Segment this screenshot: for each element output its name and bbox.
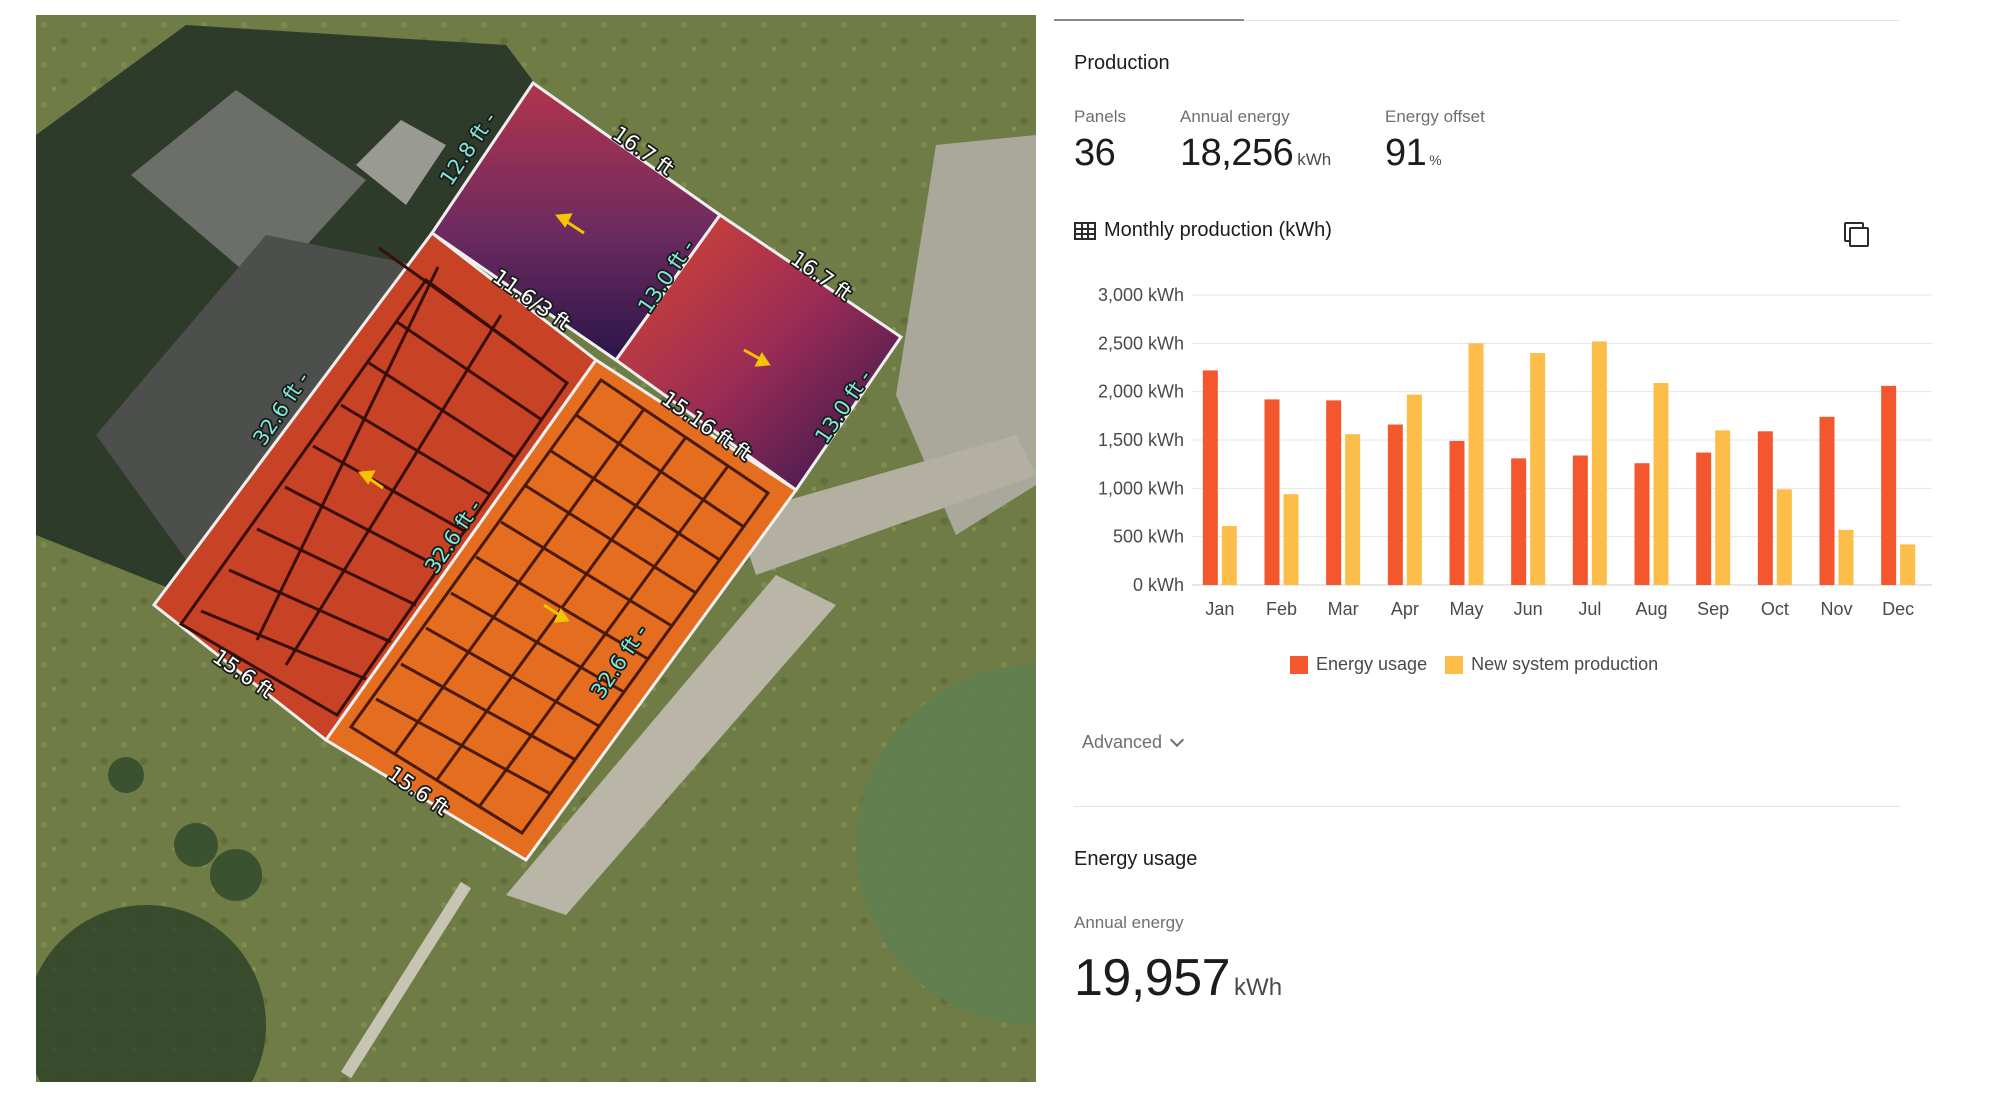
x-tick-label: Sep bbox=[1697, 599, 1729, 619]
production-title: Production bbox=[1074, 52, 1170, 74]
house-roof-light bbox=[356, 120, 446, 205]
energy-usage-title: Energy usage bbox=[1074, 848, 1198, 870]
usage-annual-value: 19,957 kWh bbox=[1074, 948, 1282, 1008]
y-tick-label: 1,500 kWh bbox=[1098, 430, 1184, 450]
annual-energy-value: 18,256 kWh bbox=[1180, 132, 1331, 175]
y-tick-label: 3,000 kWh bbox=[1098, 285, 1184, 305]
x-tick-label: Apr bbox=[1391, 599, 1419, 619]
azimuth-arrow-segment-1 bbox=[555, 213, 585, 235]
energy-offset-unit: % bbox=[1429, 152, 1442, 168]
bar[interactable] bbox=[1345, 434, 1361, 585]
bar[interactable] bbox=[1653, 382, 1669, 585]
annual-energy-unit: kWh bbox=[1297, 150, 1332, 169]
x-tick-label: Oct bbox=[1761, 599, 1789, 619]
patio bbox=[506, 575, 836, 915]
bar[interactable] bbox=[1838, 529, 1854, 585]
bar[interactable] bbox=[1900, 544, 1916, 585]
energy-offset-value: 91% bbox=[1385, 132, 1442, 175]
azimuth-arrow-segment-2 bbox=[743, 348, 771, 367]
bar[interactable] bbox=[1591, 341, 1607, 585]
bar[interactable] bbox=[1326, 400, 1342, 585]
shrub bbox=[108, 757, 144, 793]
x-tick-label: Nov bbox=[1820, 599, 1852, 619]
azimuth-arrow-segment-4 bbox=[543, 603, 570, 623]
y-tick-label: 2,500 kWh bbox=[1098, 333, 1184, 353]
annual-energy-label: Annual energy bbox=[1180, 107, 1290, 126]
bar[interactable] bbox=[1715, 430, 1731, 585]
chart-header: Monthly production (kWh) bbox=[1074, 219, 1332, 242]
chevron-down-icon bbox=[1169, 732, 1185, 748]
panel-rows-segment-3 bbox=[200, 320, 543, 681]
tree-canopy bbox=[856, 665, 1036, 1025]
active-tab-indicator bbox=[1054, 19, 1244, 21]
table-view-icon[interactable] bbox=[1074, 221, 1096, 240]
house-roof-grey bbox=[131, 90, 366, 290]
panels-label: Panels bbox=[1074, 107, 1126, 126]
monthly-production-chart: 0 kWh 500 kWh 1,000 kWh 1,500 kWh 2,000 kWh 2… bbox=[1098, 285, 1932, 619]
advanced-toggle[interactable]: Advanced bbox=[1082, 732, 1185, 753]
annual-energy-number: 18,256 bbox=[1180, 132, 1294, 174]
bar[interactable] bbox=[1776, 489, 1792, 585]
y-tick-label: 500 kWh bbox=[1113, 527, 1184, 547]
chart-legend: Energy usage New system production bbox=[1290, 654, 1658, 675]
shrub bbox=[174, 823, 218, 867]
azimuth-arrow-segment-3 bbox=[358, 470, 384, 490]
legend-energy-usage[interactable]: Energy usage bbox=[1290, 654, 1427, 675]
section-divider bbox=[1074, 806, 1900, 807]
bar[interactable] bbox=[1202, 370, 1218, 585]
y-tick-label: 2,000 kWh bbox=[1098, 382, 1184, 402]
energy-offset-number: 91 bbox=[1385, 132, 1427, 174]
y-tick-label: 1,000 kWh bbox=[1098, 478, 1184, 498]
path-line bbox=[340, 881, 472, 1079]
bar[interactable] bbox=[1264, 399, 1280, 585]
x-tick-label: Dec bbox=[1882, 599, 1914, 619]
usage-annual-unit: kWh bbox=[1234, 974, 1283, 1001]
usage-annual-number: 19,957 bbox=[1074, 949, 1231, 1007]
panel-rows-segment-4 bbox=[375, 413, 745, 795]
bar[interactable] bbox=[1572, 455, 1588, 585]
bar[interactable] bbox=[1881, 385, 1897, 585]
energy-offset-label: Energy offset bbox=[1385, 107, 1485, 126]
walkway bbox=[736, 435, 1036, 575]
chart-title: Monthly production (kWh) bbox=[1104, 219, 1332, 241]
bar[interactable] bbox=[1387, 424, 1403, 585]
bar[interactable] bbox=[1530, 353, 1546, 585]
x-tick-label: Jan bbox=[1205, 599, 1234, 619]
bar[interactable] bbox=[1819, 416, 1835, 585]
roof-map-svg[interactable]: 16.7 ft 12.8 ft - 13.0 ft - 11.6/3 ft 16… bbox=[36, 15, 1036, 1082]
bar[interactable] bbox=[1449, 440, 1465, 585]
bar[interactable] bbox=[1468, 343, 1484, 585]
legend-swatch bbox=[1290, 655, 1308, 674]
x-tick-label: Jun bbox=[1514, 599, 1543, 619]
panels-count: 36 bbox=[1074, 132, 1116, 174]
driveway bbox=[896, 135, 1036, 535]
shrub bbox=[210, 849, 262, 901]
usage-annual-label: Annual energy bbox=[1074, 913, 1184, 932]
legend-new-system-production[interactable]: New system production bbox=[1445, 654, 1658, 675]
bar[interactable] bbox=[1757, 431, 1773, 585]
x-tick-label: Mar bbox=[1328, 599, 1359, 619]
advanced-label: Advanced bbox=[1082, 732, 1163, 752]
x-tick-label: May bbox=[1449, 599, 1483, 619]
tab-divider bbox=[1054, 20, 1900, 21]
tree-shadow bbox=[36, 905, 266, 1082]
bar[interactable] bbox=[1221, 526, 1237, 585]
legend-label: New system production bbox=[1471, 654, 1659, 674]
panels-value: 36 bbox=[1074, 132, 1116, 175]
aerial-roof-map[interactable]: 16.7 ft 12.8 ft - 13.0 ft - 11.6/3 ft 16… bbox=[36, 15, 1036, 1082]
x-tick-label: Jul bbox=[1578, 599, 1601, 619]
bar[interactable] bbox=[1511, 458, 1527, 585]
x-tick-label: Aug bbox=[1635, 599, 1667, 619]
house-roof-dark bbox=[96, 235, 416, 615]
production-panel: Production Panels 36 Annual energy 18,25… bbox=[1050, 0, 2000, 1111]
legend-label: Energy usage bbox=[1316, 654, 1428, 674]
bar[interactable] bbox=[1283, 494, 1299, 585]
bar[interactable] bbox=[1634, 463, 1650, 585]
y-tick-label: 0 kWh bbox=[1133, 575, 1184, 595]
bar[interactable] bbox=[1696, 452, 1712, 585]
x-tick-label: Feb bbox=[1266, 599, 1297, 619]
bar[interactable] bbox=[1406, 394, 1422, 585]
copy-icon[interactable] bbox=[1842, 220, 1869, 247]
legend-swatch bbox=[1445, 655, 1464, 674]
